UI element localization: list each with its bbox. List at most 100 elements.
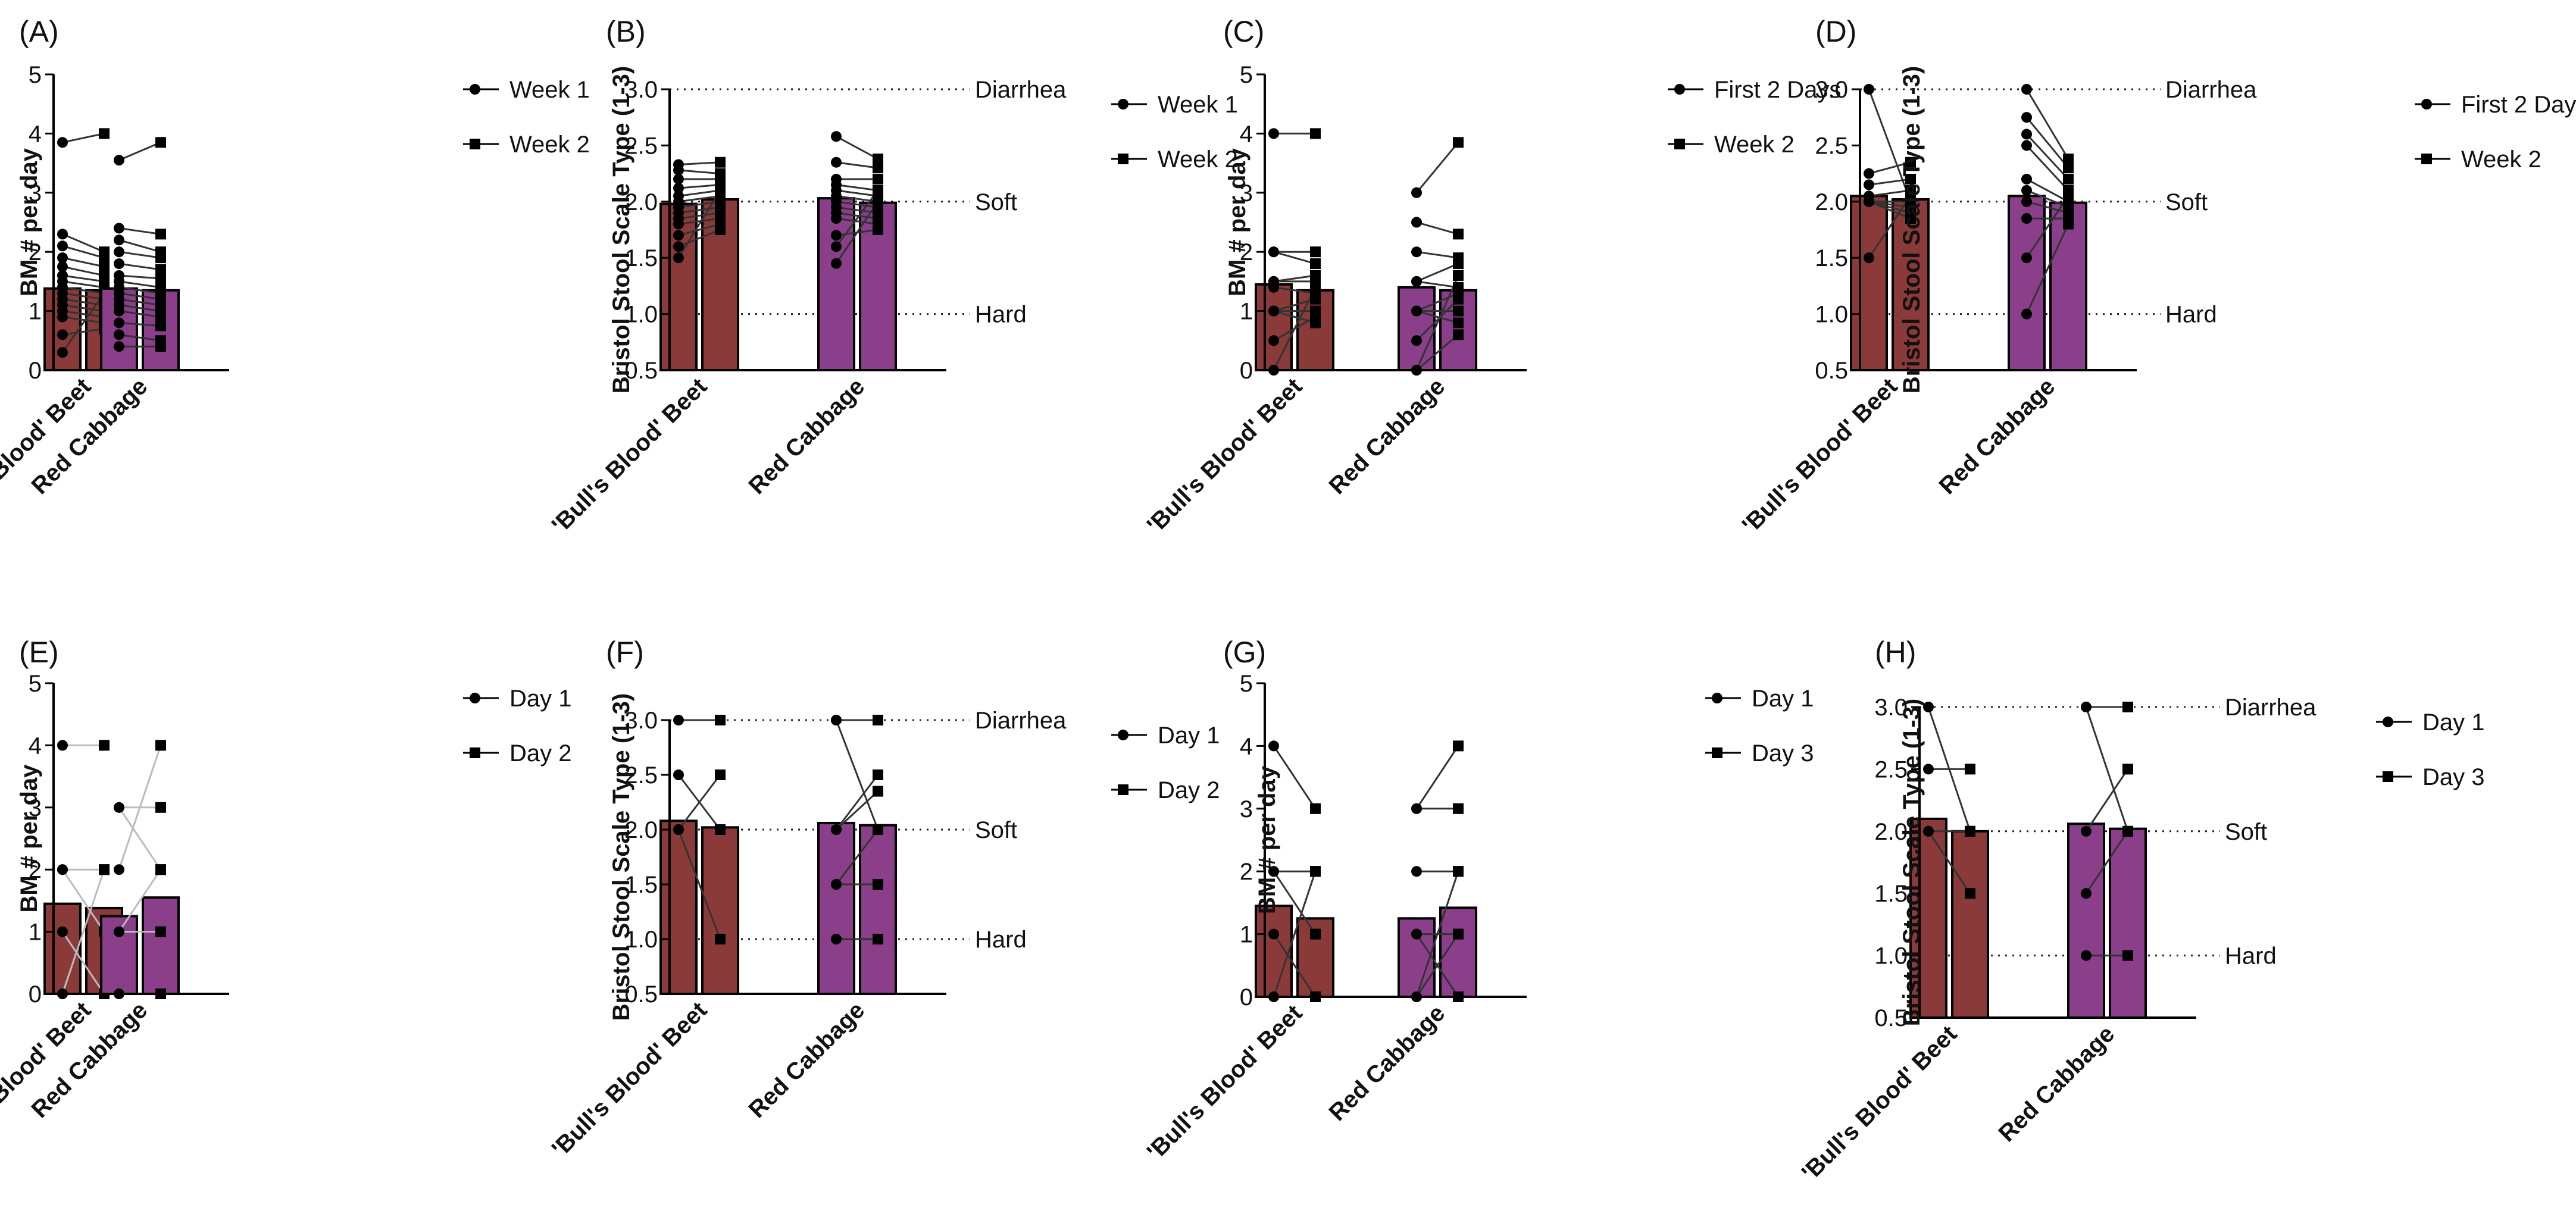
data-point <box>873 224 883 235</box>
paired-line <box>1868 189 1911 197</box>
legend-label: Day 1 <box>1158 722 1220 749</box>
data-point <box>715 769 726 780</box>
data-point <box>114 258 124 270</box>
data-point <box>2081 888 2092 899</box>
data-point <box>2021 140 2032 151</box>
y-tick-label: 5 <box>1240 671 1253 697</box>
data-point <box>1923 702 1934 712</box>
data-point <box>1268 281 1279 293</box>
category-label: 'Bull's Blood' Beet <box>1142 373 1308 539</box>
data-point <box>114 223 124 234</box>
paired-line <box>678 189 721 197</box>
y-tick-label: 2.0 <box>624 817 658 843</box>
data-point <box>2021 213 2032 224</box>
data-point <box>1268 305 1279 317</box>
data-point <box>57 261 68 273</box>
paired-line <box>118 310 161 318</box>
paired-line <box>118 869 162 933</box>
y-tick-label: 1.5 <box>1815 245 1848 271</box>
paired-line <box>1868 201 1911 220</box>
paired-line <box>1416 251 1459 259</box>
y-tick-label: 1.0 <box>624 302 658 328</box>
data-point <box>1268 866 1279 877</box>
paired-line <box>62 304 105 312</box>
paired-line <box>118 141 161 161</box>
data-point <box>673 252 684 264</box>
paired-line <box>61 931 105 994</box>
paired-line <box>1273 871 1317 935</box>
ref-line-label: Soft <box>2225 819 2267 845</box>
data-point <box>155 802 166 813</box>
y-tick-label: 3 <box>29 180 42 207</box>
paired-line <box>678 217 721 226</box>
data-point <box>99 128 110 139</box>
y-tick-label: 1.0 <box>1815 302 1848 328</box>
data-point <box>2021 84 2032 95</box>
y-tick-label: 3.0 <box>624 77 658 103</box>
data-point <box>873 715 883 725</box>
legend-marker <box>1674 84 1685 95</box>
paired-line <box>2025 89 2069 159</box>
data-point <box>155 137 166 148</box>
y-tick-label: 5 <box>1240 62 1253 88</box>
paired-line <box>2085 830 2129 894</box>
data-point <box>99 864 110 875</box>
data-point <box>831 157 842 168</box>
paired-line <box>835 774 879 830</box>
paired-line <box>62 265 105 277</box>
ref-line-label: Diarrhea <box>975 77 1067 103</box>
paired-line <box>118 333 161 342</box>
paired-line <box>1273 274 1316 283</box>
data-point <box>1268 928 1279 940</box>
paired-line <box>678 206 721 214</box>
data-point <box>715 157 726 168</box>
y-tick-label: 4 <box>29 733 42 759</box>
category-label: Red Cabbage <box>1994 1021 2120 1147</box>
data-point <box>1411 928 1422 940</box>
paired-line <box>835 190 879 248</box>
data-point <box>1268 128 1279 139</box>
paired-line <box>1415 275 1459 371</box>
paired-line <box>2026 178 2069 203</box>
paired-line <box>61 292 105 354</box>
y-tick-label: 1 <box>29 919 42 946</box>
data-point <box>1453 317 1464 329</box>
data-point <box>2021 184 2032 196</box>
y-tick-label: 1 <box>1240 922 1253 948</box>
data-point <box>2081 825 2092 837</box>
paired-line <box>62 245 105 259</box>
data-point <box>1453 866 1464 877</box>
y-tick-label: 4 <box>29 121 42 147</box>
paired-line <box>1416 292 1459 312</box>
y-tick-label: 0 <box>29 358 42 384</box>
data-point <box>831 715 842 725</box>
paired-line <box>118 321 161 327</box>
data-point <box>673 230 684 241</box>
data-point <box>2063 162 2074 174</box>
y-axis-title: BM # per day <box>16 764 42 913</box>
paired-line <box>836 135 879 160</box>
paired-line <box>1273 287 1317 371</box>
y-axis-title: Bristol Stool Scale Type (1-3) <box>1899 66 1925 394</box>
category-label: 'Bull's Blood' Beet <box>1142 1000 1308 1165</box>
data-point <box>155 320 166 331</box>
data-point <box>155 926 166 937</box>
y-tick-label: 1 <box>29 299 42 325</box>
data-point <box>99 261 110 273</box>
data-point <box>114 234 124 246</box>
data-point <box>873 824 883 835</box>
data-point <box>2021 174 2032 185</box>
legend-label: Day 1 <box>1752 686 1814 712</box>
data-point <box>1453 329 1464 340</box>
data-point <box>2021 196 2032 207</box>
data-point <box>155 229 166 240</box>
paired-line <box>118 298 161 306</box>
paired-line <box>61 869 105 994</box>
data-point <box>1411 803 1422 814</box>
paired-line <box>62 327 105 336</box>
data-point <box>831 258 842 269</box>
paired-line <box>1416 310 1459 324</box>
data-point <box>2021 112 2032 123</box>
data-point <box>873 184 883 196</box>
